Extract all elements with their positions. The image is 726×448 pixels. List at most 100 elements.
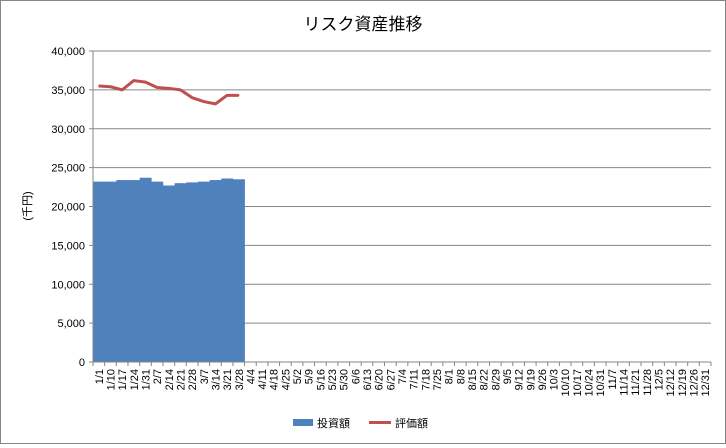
- y-tick-label: 35,000: [51, 85, 85, 97]
- x-tick-label: 6/13: [362, 369, 374, 390]
- x-tick-label: 3/14: [210, 369, 222, 390]
- x-tick-label: 6/20: [374, 369, 386, 390]
- x-tick-label: 1/17: [117, 369, 129, 390]
- x-tick-label: 7/11: [409, 369, 421, 390]
- x-tick-label: 8/8: [455, 369, 467, 384]
- y-tick-label: 20,000: [51, 202, 85, 214]
- line-point: [202, 100, 205, 103]
- x-tick-labels: 1/1 1/10 1/17 1/24 1/31 2/7 2/14 2/21 2/28 3/7 3/1…: [94, 369, 712, 397]
- bar: [197, 181, 210, 362]
- y-tick-labels: 0 5,000 10,000 15,000 20,000 25,000 30,000 35,0…: [51, 46, 85, 369]
- x-tick-label: 8/15: [467, 369, 479, 390]
- x-tick-label: 11/14: [619, 369, 631, 396]
- bar: [139, 177, 152, 362]
- line-point: [121, 89, 123, 91]
- x-tick-label: 8/22: [479, 369, 491, 390]
- line-point: [167, 87, 170, 90]
- bar: [162, 185, 175, 362]
- x-tick-label: 8/29: [490, 369, 502, 390]
- x-tick-label: 12/19: [677, 369, 689, 397]
- x-tick-label: 7/4: [397, 369, 409, 384]
- line-point: [109, 85, 112, 88]
- bar: [151, 181, 164, 362]
- line-point: [98, 85, 100, 87]
- x-tick-label: 2/7: [152, 369, 164, 384]
- y-axis-label: (千円): [21, 191, 34, 220]
- x-tick-label: 11/7: [607, 369, 619, 390]
- x-tick-label: 10/3: [549, 369, 561, 390]
- axes: [89, 50, 712, 366]
- legend-label-valuation: 評価額: [395, 416, 428, 430]
- x-tick-label: 7/18: [420, 369, 432, 390]
- x-tick-label: 10/31: [595, 369, 607, 397]
- line-point: [133, 79, 135, 82]
- x-tick-label: 6/6: [350, 369, 362, 384]
- x-tick-label: 1/31: [140, 369, 152, 390]
- x-tick-label: 11/28: [642, 369, 654, 396]
- bar: [116, 180, 129, 362]
- x-tick-label: 4/4: [245, 369, 257, 384]
- x-tick-label: 3/7: [199, 369, 211, 384]
- x-tick-label: 1/10: [105, 369, 117, 390]
- x-tick-label: 10/17: [572, 369, 584, 397]
- x-tick-label: 2/14: [164, 369, 176, 390]
- bar: [232, 179, 245, 362]
- legend-swatch-investment: [293, 419, 313, 426]
- bar: [104, 181, 117, 362]
- legend-label-investment: 投資額: [317, 416, 350, 430]
- bar: [93, 181, 105, 362]
- x-tick-label: 6/27: [385, 369, 397, 390]
- x-tick-label: 4/18: [269, 369, 281, 390]
- x-tick-label: 5/2: [292, 369, 304, 384]
- x-tick-label: 9/5: [502, 369, 514, 384]
- bar: [186, 182, 199, 362]
- y-tick-label: 25,000: [51, 163, 85, 175]
- bars-investment: [93, 177, 245, 362]
- x-tick-label: 9/19: [525, 369, 537, 390]
- valuation-line: [98, 79, 239, 106]
- bar: [209, 180, 222, 362]
- x-tick-label: 9/12: [514, 369, 526, 390]
- y-tick-label: 10,000: [51, 279, 85, 291]
- x-tick-label: 3/21: [222, 369, 234, 390]
- line-valuation: [98, 79, 240, 106]
- legend: 投資額 評価額: [293, 416, 428, 430]
- x-tick-label: 1/24: [129, 369, 141, 390]
- x-tick-label: 1/1: [94, 369, 106, 384]
- line-point: [191, 96, 193, 99]
- bar: [221, 178, 234, 362]
- y-tick-label: 30,000: [51, 124, 85, 136]
- line-point: [214, 103, 217, 105]
- x-tick-label: 4/25: [280, 369, 292, 390]
- x-tick-label: 2/28: [187, 369, 199, 390]
- x-tick-label: 12/31: [700, 369, 712, 397]
- x-tick-label: 10/10: [560, 369, 572, 397]
- bar: [127, 180, 140, 362]
- x-tick-label: 10/24: [584, 369, 596, 397]
- x-tick-label: 3/28: [234, 369, 246, 390]
- x-tick-label: 4/11: [257, 369, 269, 390]
- x-tick-label: 2/21: [175, 369, 187, 390]
- y-tick-label: 40,000: [51, 46, 85, 58]
- x-tick-label: 12/26: [689, 369, 701, 397]
- y-tick-label: 0: [79, 357, 85, 369]
- x-tick-label: 9/26: [537, 369, 549, 390]
- x-tick-label: 12/5: [654, 369, 666, 390]
- x-tick-label: 12/12: [665, 369, 677, 397]
- line-point: [144, 81, 147, 83]
- y-tick-label: 5,000: [57, 318, 85, 330]
- line-point: [179, 89, 182, 91]
- x-tick-label: 7/25: [432, 369, 444, 390]
- line-point: [156, 86, 158, 89]
- x-tick-label: 5/16: [315, 369, 327, 390]
- x-tick-label: 5/9: [304, 369, 316, 384]
- chart-title: リスク資産推移: [304, 15, 423, 34]
- y-tick-label: 15,000: [51, 240, 85, 252]
- x-tick-label: 8/1: [444, 369, 456, 384]
- line-point: [226, 94, 228, 97]
- x-tick-label: 5/30: [339, 369, 351, 390]
- line-point: [237, 94, 240, 97]
- bar: [174, 183, 187, 362]
